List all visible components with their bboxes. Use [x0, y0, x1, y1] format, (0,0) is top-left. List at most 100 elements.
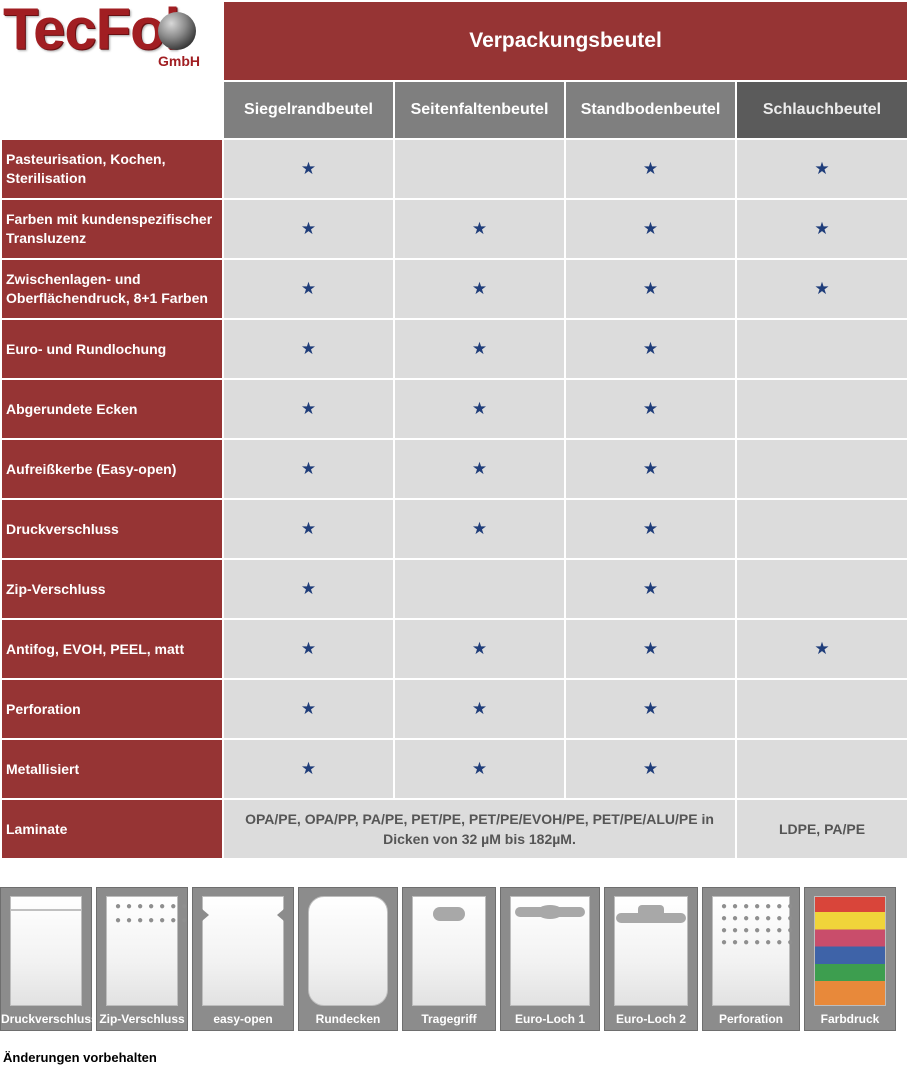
perforation-icon: ●●●●●●● ●●●●●●● ●●●●●●● ●●●●●●●	[712, 896, 793, 1006]
table-cell: ★	[222, 198, 395, 260]
table-cell	[734, 678, 907, 740]
icon-tile: easy-open	[192, 887, 294, 1031]
blank-cell	[0, 80, 224, 140]
row-label: Euro- und Rundlochung	[0, 318, 224, 380]
table-cell	[734, 558, 907, 620]
table-cell	[734, 318, 907, 380]
table-cell: ★	[222, 498, 395, 560]
table-row: Druckverschluss ★ ★ ★	[0, 498, 907, 560]
rounded-corners-icon	[308, 896, 388, 1006]
table-cell: ★	[222, 558, 395, 620]
row-label: Laminate	[0, 798, 224, 860]
table-cell: ★	[564, 558, 737, 620]
color-print-icon	[814, 896, 886, 1006]
star-icon: ★	[642, 519, 659, 538]
table-row: Aufreißkerbe (Easy-open) ★ ★ ★	[0, 438, 907, 500]
table-cell: ★	[734, 198, 907, 260]
star-icon: ★	[642, 339, 659, 358]
table-cell	[734, 378, 907, 440]
column-header-siegelrandbeutel: Siegelrandbeutel	[222, 80, 395, 140]
table-cell: ★	[734, 618, 907, 680]
table-cell: ★	[564, 138, 737, 200]
table-cell: ★	[393, 258, 566, 320]
table-row: Zwischenlagen- und Oberflächendruck, 8+1…	[0, 258, 907, 320]
star-icon: ★	[471, 219, 488, 238]
icon-label: Druckverschluss	[1, 1012, 98, 1026]
icon-tile: ●●●●●●● ●●●●●●● ●●●●●●● ●●●●●●● Perforation	[702, 887, 800, 1031]
star-icon: ★	[642, 639, 659, 658]
euro-hole-1-icon	[510, 896, 590, 1006]
column-header-standbodenbeutel: Standbodenbeutel	[564, 80, 737, 140]
table-cell: ★	[564, 198, 737, 260]
star-icon: ★	[814, 219, 830, 238]
star-icon: ★	[642, 219, 659, 238]
row-label: Aufreißkerbe (Easy-open)	[0, 438, 224, 500]
icon-label: Tragegriff	[421, 1012, 477, 1026]
laminate-description: OPA/PE, OPA/PP, PA/PE, PET/PE, PET/PE/EV…	[222, 798, 737, 860]
table-cell: ★	[222, 618, 395, 680]
table-cell: ★	[222, 678, 395, 740]
star-icon: ★	[300, 579, 317, 598]
table-cell	[734, 498, 907, 560]
row-label: Farben mit kundenspezifischer Transluzen…	[0, 198, 224, 260]
logo-brand: TecFol	[3, 0, 181, 62]
star-icon: ★	[814, 639, 830, 658]
table-row: Perforation ★ ★ ★	[0, 678, 907, 740]
icon-label: Farbdruck	[820, 1012, 880, 1026]
star-icon: ★	[814, 279, 830, 298]
icon-tile: Euro-Loch 1	[500, 887, 600, 1031]
press-seal-icon	[10, 896, 82, 1006]
icon-label: Zip-Verschluss	[99, 1012, 185, 1026]
table-cell: ★	[393, 738, 566, 800]
row-label: Zwischenlagen- und Oberflächendruck, 8+1…	[0, 258, 224, 320]
laminate-schlauchbeutel: LDPE, PA/PE	[734, 798, 907, 860]
column-header-seitenfaltenbeutel: Seitenfaltenbeutel	[393, 80, 566, 140]
carry-handle-icon	[412, 896, 486, 1006]
row-label: Zip-Verschluss	[0, 558, 224, 620]
table-row: Metallisiert ★ ★ ★	[0, 738, 907, 800]
star-icon: ★	[642, 159, 659, 178]
table-cell	[393, 558, 566, 620]
table-cell: ★	[222, 378, 395, 440]
star-icon: ★	[642, 699, 659, 718]
logo: TecFol GmbH	[0, 0, 222, 78]
icon-label: Euro-Loch 2	[615, 1012, 686, 1026]
table-cell: ★	[393, 318, 566, 380]
star-icon: ★	[471, 639, 488, 658]
table-cell: ★	[564, 678, 737, 740]
star-icon: ★	[642, 279, 659, 298]
table-cell: ★	[222, 138, 395, 200]
table-cell: ★	[222, 318, 395, 380]
table-row: Pasteurisation, Kochen, Sterilisation ★ ★ ★	[0, 138, 907, 200]
table-cell: ★	[564, 318, 737, 380]
star-icon: ★	[471, 339, 488, 358]
table-cell	[393, 138, 566, 200]
table-row: Abgerundete Ecken ★ ★ ★	[0, 378, 907, 440]
table-cell: ★	[734, 138, 907, 200]
column-header-schlauchbeutel: Schlauchbeutel	[734, 80, 907, 140]
table-cell: ★	[222, 738, 395, 800]
row-label: Perforation	[0, 678, 224, 740]
star-icon: ★	[300, 159, 317, 178]
table-cell: ★	[734, 258, 907, 320]
icon-label: Rundecken	[315, 1012, 381, 1026]
table-row: Zip-Verschluss ★ ★	[0, 558, 907, 620]
table-cell: ★	[393, 498, 566, 560]
footnote: Änderungen vorbehalten	[3, 1050, 157, 1065]
table-cell: ★	[393, 378, 566, 440]
tear-notch-icon	[202, 896, 284, 1006]
table-cell: ★	[222, 438, 395, 500]
icon-tile: Tragegriff	[402, 887, 496, 1031]
star-icon: ★	[300, 699, 317, 718]
star-icon: ★	[471, 279, 488, 298]
table-cell: ★	[393, 198, 566, 260]
table-cell: ★	[393, 678, 566, 740]
star-icon: ★	[642, 759, 659, 778]
feature-table: Verpackungsbeutel Siegelrandbeutel Seite…	[0, 0, 907, 860]
star-icon: ★	[642, 579, 659, 598]
row-label: Antifog, EVOH, PEEL, matt	[0, 618, 224, 680]
icon-label: Perforation	[718, 1012, 783, 1026]
icon-label: Euro-Loch 1	[514, 1012, 585, 1026]
star-icon: ★	[300, 279, 317, 298]
feature-icon-strip: Druckverschluss ●●●●●●●● ●●●●●●●● Zip-Versc…	[0, 887, 907, 1031]
